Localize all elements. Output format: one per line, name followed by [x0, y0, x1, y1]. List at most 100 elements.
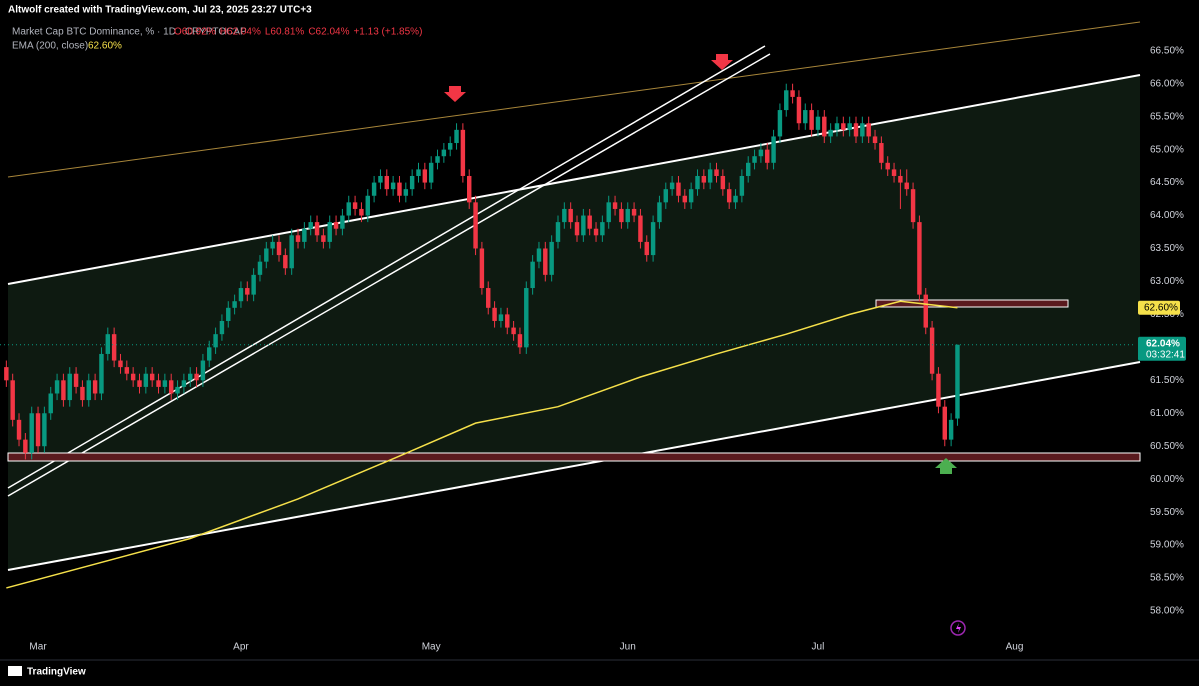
trend-line: [7, 21, 1141, 178]
icon: [956, 623, 961, 633]
candle-body: [657, 202, 662, 223]
candle-body: [409, 175, 415, 190]
candle-body: [707, 169, 713, 183]
ohlc-value: C62.04%: [308, 27, 349, 38]
candle-body: [92, 380, 98, 394]
candle-body: [137, 380, 142, 387]
candle-body: [156, 380, 161, 387]
y-tick-label: 65.00%: [1150, 144, 1184, 155]
candle-body: [422, 169, 428, 183]
candle-body: [365, 195, 370, 216]
candle-body: [10, 380, 15, 420]
candle-body: [790, 90, 795, 97]
y-tick-label: 63.00%: [1150, 276, 1184, 287]
ema-line: [6, 300, 958, 589]
candle-body: [447, 143, 453, 150]
candle-body: [16, 419, 22, 440]
y-tick-label: 66.50%: [1150, 45, 1184, 56]
candle-body: [194, 373, 199, 381]
candle-body: [492, 307, 497, 321]
ohlc-value: O60.92%: [174, 27, 216, 38]
candle-body: [61, 380, 66, 401]
candle-body: [498, 314, 504, 321]
candle-body: [555, 222, 561, 242]
candle-body: [295, 235, 301, 242]
candle-body: [530, 261, 535, 289]
candle-body: [264, 248, 269, 262]
candle-body: [898, 175, 903, 183]
candle-body: [111, 334, 117, 361]
credit: Altwolf created with TradingView.com, Ju…: [8, 5, 312, 16]
candle-body: [511, 327, 516, 335]
candle-body: [352, 202, 358, 209]
logo: [8, 666, 22, 676]
price-label: 62.04%: [1146, 338, 1180, 349]
candle-body: [29, 413, 34, 453]
candle-body: [207, 347, 212, 361]
y-tick-label: 65.50%: [1150, 111, 1184, 122]
candle-body: [923, 294, 928, 328]
ema-value: 62.60%: [88, 41, 122, 52]
candle-body: [784, 90, 789, 111]
candle-body: [822, 116, 827, 137]
brand: TradingView: [27, 667, 86, 678]
support-zone: [7, 452, 1141, 462]
candle-body: [593, 228, 599, 236]
candle-body: [543, 248, 548, 275]
candle-body: [238, 288, 244, 302]
candle-body: [308, 222, 313, 229]
x-tick-label: May: [422, 642, 441, 653]
candle-body: [188, 373, 193, 381]
candle-body: [619, 208, 624, 223]
channel-upper: [7, 74, 1141, 285]
candle-body: [631, 208, 637, 216]
y-tick-label: 60.50%: [1150, 441, 1184, 452]
x-tick-label: Mar: [29, 642, 47, 653]
candle-body: [416, 169, 421, 176]
candle-body: [67, 373, 72, 401]
candle-body: [42, 413, 47, 447]
candle-body: [143, 373, 149, 387]
candle-body: [828, 129, 833, 137]
candle-body: [486, 288, 491, 308]
candle-body: [879, 143, 884, 163]
candle-body: [739, 175, 745, 196]
candle-body: [948, 419, 954, 440]
candle-body: [124, 367, 130, 374]
candle-body: [568, 208, 573, 223]
arrow-down: [711, 54, 733, 70]
candle-body: [644, 241, 649, 256]
candle-body: [226, 307, 231, 321]
candle-body: [771, 136, 776, 163]
candle-body: [80, 386, 85, 401]
ema-label-bg: [1138, 300, 1180, 315]
countdown: 03:32:41: [1146, 349, 1185, 360]
y-tick-label: 64.50%: [1150, 177, 1184, 188]
candle-body: [314, 222, 320, 236]
y-tick-label: 58.50%: [1150, 573, 1184, 584]
channel-lower: [7, 361, 1141, 571]
candle-body: [765, 149, 770, 163]
candle-body: [910, 189, 916, 223]
y-tick-label: 64.00%: [1150, 210, 1184, 221]
candle-body: [638, 215, 643, 242]
candle-body: [181, 380, 187, 387]
candle-body: [524, 288, 529, 348]
candle-body: [276, 241, 282, 256]
candle-body: [745, 162, 751, 176]
candle-body: [118, 360, 123, 368]
candle-body: [466, 175, 472, 203]
candle-body: [669, 182, 675, 190]
candle-body: [650, 222, 656, 256]
candle-body: [321, 235, 326, 242]
candle-body: [955, 344, 960, 419]
candle-body: [175, 386, 180, 394]
candle-body: [130, 373, 136, 381]
ohlc-value: H62.04%: [220, 27, 261, 38]
candle-body: [454, 129, 459, 144]
candle-body: [942, 406, 947, 440]
candle-body: [625, 208, 630, 223]
x-tick-label: Apr: [233, 642, 249, 653]
candle-body: [796, 96, 802, 124]
